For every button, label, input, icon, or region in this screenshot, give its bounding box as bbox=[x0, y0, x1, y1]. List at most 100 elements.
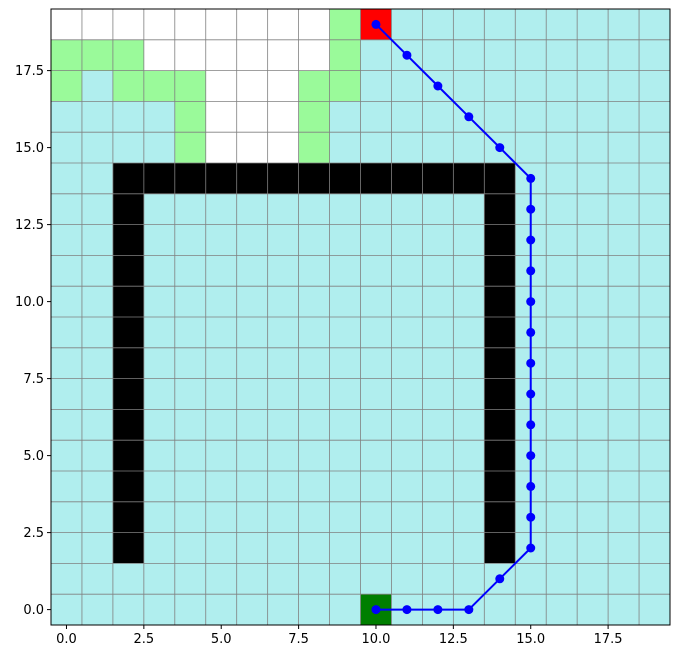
free-cell bbox=[329, 563, 361, 595]
free-cell bbox=[236, 501, 268, 533]
frontier-cell bbox=[329, 9, 361, 40]
free-cell bbox=[205, 347, 237, 379]
obstacle-cell bbox=[484, 224, 516, 256]
obstacle-cell bbox=[112, 193, 144, 225]
free-cell bbox=[236, 347, 268, 379]
free-cell bbox=[236, 440, 268, 471]
free-cell bbox=[639, 9, 670, 40]
free-cell bbox=[639, 471, 670, 502]
obstacle-cell bbox=[453, 163, 485, 194]
free-cell bbox=[422, 347, 454, 379]
obstacle-cell bbox=[298, 163, 330, 194]
path-point bbox=[526, 297, 536, 307]
free-cell bbox=[205, 532, 237, 564]
obstacle-cell bbox=[267, 163, 299, 194]
x-tick-label: 7.5 bbox=[288, 632, 309, 647]
free-cell bbox=[577, 594, 609, 625]
free-cell bbox=[298, 471, 330, 502]
free-cell bbox=[484, 70, 516, 102]
free-cell bbox=[51, 224, 82, 256]
unknown-cell bbox=[174, 9, 206, 40]
free-cell bbox=[546, 532, 578, 564]
free-cell bbox=[608, 101, 640, 133]
obstacle-cell bbox=[112, 471, 144, 502]
path-point bbox=[433, 605, 443, 615]
free-cell bbox=[577, 501, 609, 533]
x-axis: 0.0 2.5 5.0 7.5 10.0 12.5 15.0 17.5 bbox=[56, 625, 623, 647]
frontier-cell bbox=[112, 39, 144, 71]
free-cell bbox=[51, 255, 82, 287]
free-cell bbox=[515, 563, 547, 595]
free-cell bbox=[608, 317, 640, 348]
free-cell bbox=[298, 532, 330, 564]
free-cell bbox=[391, 563, 423, 595]
free-cell bbox=[546, 409, 578, 441]
free-cell bbox=[546, 501, 578, 533]
free-cell bbox=[267, 317, 299, 348]
obstacle-cell bbox=[174, 163, 206, 194]
free-cell bbox=[422, 132, 454, 163]
free-cell bbox=[453, 409, 485, 441]
free-cell bbox=[391, 101, 423, 133]
unknown-cell bbox=[51, 9, 82, 40]
free-cell bbox=[422, 532, 454, 564]
free-cell bbox=[267, 347, 299, 379]
free-cell bbox=[81, 70, 113, 102]
free-cell bbox=[608, 70, 640, 102]
free-cell bbox=[608, 132, 640, 163]
free-cell bbox=[174, 286, 206, 317]
y-tick-label: 7.5 bbox=[23, 372, 44, 387]
obstacle-cell bbox=[112, 317, 144, 348]
obstacle-cell bbox=[205, 163, 237, 194]
path-point bbox=[526, 481, 536, 491]
free-cell bbox=[174, 471, 206, 502]
free-cell bbox=[422, 286, 454, 317]
free-cell bbox=[51, 347, 82, 379]
free-cell bbox=[422, 255, 454, 287]
free-cell bbox=[453, 317, 485, 348]
free-cell bbox=[143, 594, 175, 625]
free-cell bbox=[360, 563, 392, 595]
free-cell bbox=[298, 224, 330, 256]
free-cell bbox=[546, 347, 578, 379]
free-cell bbox=[51, 286, 82, 317]
free-cell bbox=[577, 9, 609, 40]
free-cell bbox=[391, 70, 423, 102]
free-cell bbox=[143, 286, 175, 317]
unknown-cell bbox=[81, 9, 113, 40]
unknown-cell bbox=[267, 39, 299, 71]
free-cell bbox=[298, 255, 330, 287]
grid-lines bbox=[50, 8, 671, 626]
free-cell bbox=[329, 440, 361, 471]
frontier-cell bbox=[81, 39, 113, 71]
free-cell bbox=[453, 39, 485, 71]
free-cell bbox=[174, 255, 206, 287]
free-cell bbox=[360, 532, 392, 564]
free-cell bbox=[267, 471, 299, 502]
free-cell bbox=[360, 39, 392, 71]
free-cell bbox=[51, 563, 82, 595]
free-cell bbox=[639, 532, 670, 564]
unknown-cell bbox=[236, 9, 268, 40]
free-cell bbox=[546, 39, 578, 71]
free-cell bbox=[205, 563, 237, 595]
free-cell bbox=[577, 132, 609, 163]
free-cell bbox=[391, 501, 423, 533]
free-cell bbox=[453, 9, 485, 40]
free-cell bbox=[174, 594, 206, 625]
free-cell bbox=[639, 255, 670, 287]
free-cell bbox=[391, 193, 423, 225]
free-cell bbox=[453, 286, 485, 317]
free-cell bbox=[608, 286, 640, 317]
obstacle-cell bbox=[484, 532, 516, 564]
unknown-cell bbox=[143, 39, 175, 71]
free-cell bbox=[608, 9, 640, 40]
free-cell bbox=[51, 378, 82, 410]
free-cell bbox=[577, 101, 609, 133]
path-point bbox=[464, 112, 474, 122]
free-cell bbox=[329, 286, 361, 317]
free-cell bbox=[236, 378, 268, 410]
free-cell bbox=[143, 101, 175, 133]
free-cell bbox=[577, 471, 609, 502]
free-cell bbox=[329, 255, 361, 287]
